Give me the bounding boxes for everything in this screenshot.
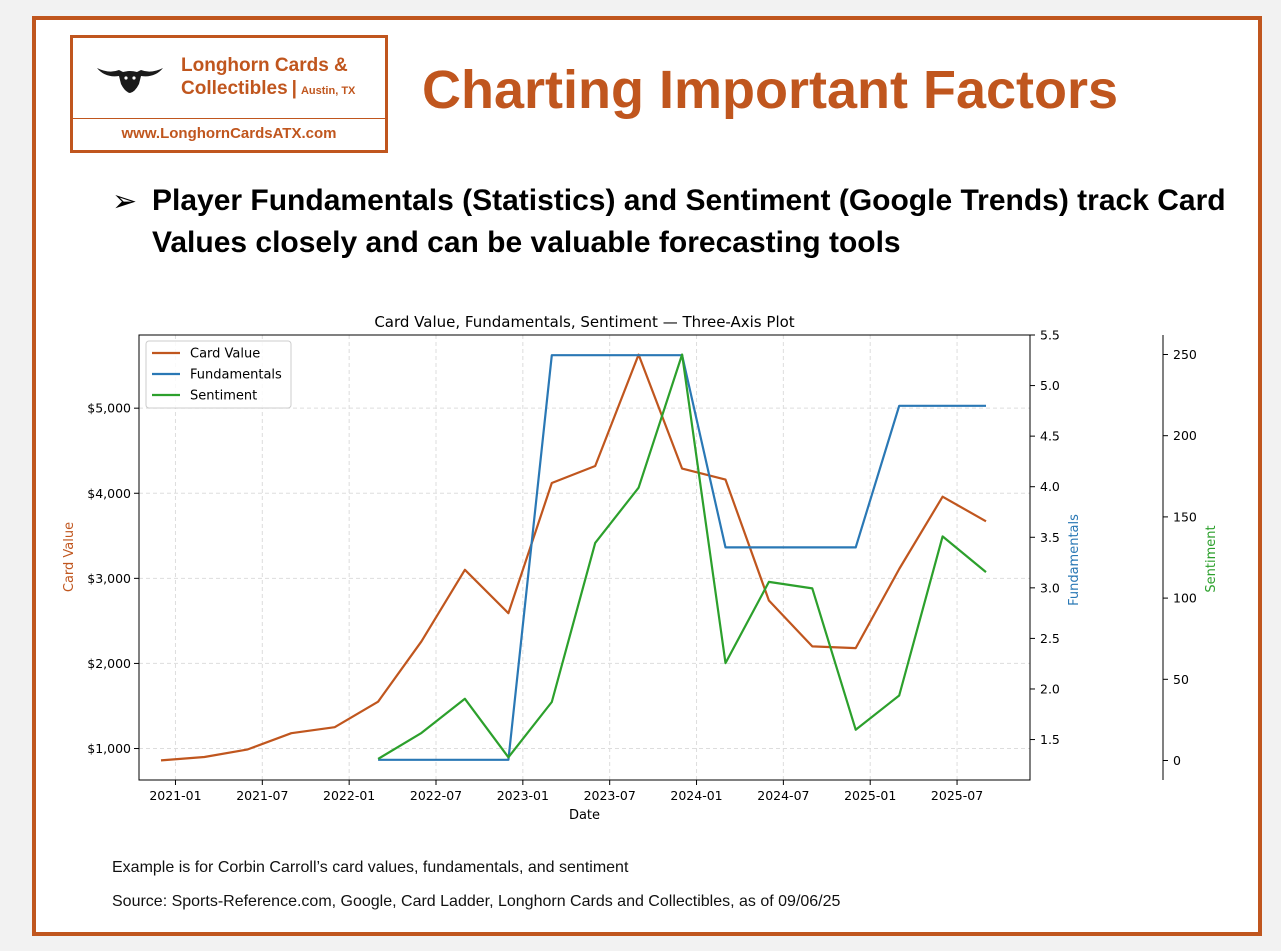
logo-url: www.LonghornCardsATX.com bbox=[121, 125, 337, 142]
logo-divider bbox=[73, 118, 385, 119]
card-value-tick-label: $3,000 bbox=[87, 571, 131, 586]
x-tick-label: 2022-07 bbox=[410, 788, 462, 803]
fundamentals-tick-label: 3.0 bbox=[1040, 580, 1060, 595]
logo-box: Longhorn Cards & Collectibles | Austin, TX… bbox=[70, 35, 388, 153]
logo-name-line1: Longhorn Cards & bbox=[181, 55, 348, 76]
x-tick-label: 2025-01 bbox=[844, 788, 896, 803]
chart-title: Card Value, Fundamentals, Sentiment — Th… bbox=[374, 313, 794, 331]
x-tick-label: 2022-01 bbox=[323, 788, 375, 803]
legend-label-card-value: Card Value bbox=[190, 347, 260, 362]
source-note: Source: Sports-Reference.com, Google, Ca… bbox=[112, 893, 841, 910]
card-value-axis-label: Card Value bbox=[62, 522, 77, 592]
axes-layer: 2021-01 2021-07 2022-01 2022-07 2023-01 2023-… bbox=[87, 328, 1197, 804]
x-tick-label: 2023-07 bbox=[584, 788, 636, 803]
logo-separator: | bbox=[291, 78, 297, 99]
card-value-line bbox=[160, 353, 987, 762]
fundamentals-tick-label: 4.0 bbox=[1040, 479, 1060, 494]
x-tick-label: 2021-07 bbox=[236, 788, 288, 803]
card-value-tick-label: $4,000 bbox=[87, 486, 131, 501]
sentiment-tick-label: 250 bbox=[1173, 347, 1197, 362]
fundamentals-tick-label: 5.0 bbox=[1040, 378, 1060, 393]
longhorn-steer-icon bbox=[95, 60, 165, 99]
card-value-tick-label: $2,000 bbox=[87, 656, 131, 671]
x-tick-label: 2024-07 bbox=[757, 788, 809, 803]
example-note: Example is for Corbin Carroll’s card val… bbox=[112, 859, 629, 876]
fundamentals-tick-label: 2.5 bbox=[1040, 631, 1060, 646]
fundamentals-tick-label: 1.5 bbox=[1040, 732, 1060, 747]
arrow-bullet-icon: ➢ bbox=[112, 185, 138, 218]
logo-city: Austin, TX bbox=[300, 85, 356, 97]
x-tick-label: 2025-07 bbox=[931, 788, 983, 803]
chart-legend: Card Value Fundamentals Sentiment bbox=[145, 340, 292, 409]
sentiment-tick-label: 0 bbox=[1173, 753, 1181, 768]
sentiment-tick-label: 100 bbox=[1173, 591, 1197, 606]
page-title: Charting Important Factors bbox=[422, 60, 1119, 120]
fundamentals-axis-label: Fundamentals bbox=[1067, 514, 1082, 606]
card-value-tick-label: $5,000 bbox=[87, 401, 131, 416]
logo-name-line2: Collectibles bbox=[181, 78, 288, 99]
logo-name: Longhorn Cards & Collectibles | Austin, TX bbox=[181, 54, 355, 103]
card-value-tick-label: $1,000 bbox=[87, 741, 131, 756]
fundamentals-tick-label: 4.5 bbox=[1040, 429, 1060, 444]
series-layer bbox=[160, 353, 987, 762]
legend-box bbox=[145, 340, 292, 409]
sentiment-line bbox=[377, 353, 987, 760]
plot-frame bbox=[138, 334, 1031, 781]
legend-label-sentiment: Sentiment bbox=[190, 389, 257, 404]
x-tick-label: 2021-01 bbox=[149, 788, 201, 803]
fundamentals-tick-label: 3.5 bbox=[1040, 530, 1060, 545]
x-axis-label: Date bbox=[569, 808, 600, 823]
sentiment-tick-label: 150 bbox=[1173, 509, 1197, 524]
sentiment-tick-label: 200 bbox=[1173, 428, 1197, 443]
bullet-text: Player Fundamentals (Statistics) and Sen… bbox=[152, 184, 1226, 259]
sentiment-axis-label: Sentiment bbox=[1204, 525, 1219, 592]
legend-label-fundamentals: Fundamentals bbox=[190, 368, 282, 383]
sentiment-tick-label: 50 bbox=[1173, 672, 1189, 687]
fundamentals-tick-label: 5.5 bbox=[1040, 328, 1060, 343]
x-tick-label: 2023-01 bbox=[497, 788, 549, 803]
x-tick-label: 2024-01 bbox=[670, 788, 722, 803]
fundamentals-tick-label: 2.0 bbox=[1040, 681, 1060, 696]
slide-frame bbox=[32, 16, 1262, 936]
